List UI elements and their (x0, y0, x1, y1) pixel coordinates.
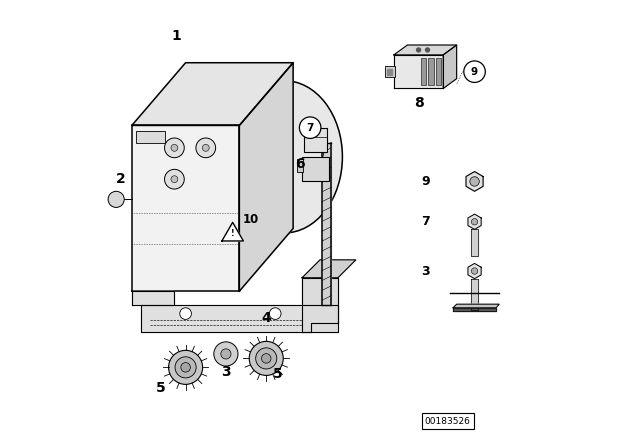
Circle shape (180, 308, 191, 319)
Circle shape (425, 47, 430, 53)
Polygon shape (468, 263, 481, 279)
Polygon shape (323, 143, 332, 305)
Polygon shape (468, 214, 481, 229)
Circle shape (164, 138, 184, 158)
Polygon shape (453, 304, 499, 308)
Polygon shape (132, 125, 239, 291)
Text: 3: 3 (221, 365, 231, 379)
Circle shape (171, 144, 178, 151)
Text: 9: 9 (471, 67, 478, 77)
Polygon shape (387, 69, 392, 75)
Text: 7: 7 (307, 123, 314, 133)
Text: 6: 6 (295, 156, 305, 171)
Bar (421, 59, 426, 85)
Polygon shape (302, 260, 356, 278)
Polygon shape (466, 172, 483, 191)
Bar (385, 66, 395, 77)
Circle shape (221, 349, 231, 359)
Circle shape (108, 191, 124, 207)
Polygon shape (222, 222, 243, 241)
Bar (436, 59, 442, 85)
Circle shape (164, 169, 184, 189)
Text: 2: 2 (116, 172, 125, 186)
Bar (297, 159, 303, 172)
Polygon shape (394, 45, 457, 55)
Polygon shape (239, 63, 293, 291)
Polygon shape (302, 278, 338, 332)
Bar (302, 157, 329, 181)
Text: 4: 4 (261, 311, 271, 325)
Circle shape (171, 176, 178, 183)
Circle shape (214, 342, 238, 366)
Circle shape (202, 144, 209, 151)
Polygon shape (472, 279, 477, 310)
Circle shape (196, 138, 216, 158)
Bar (136, 131, 166, 143)
Text: 9: 9 (421, 175, 430, 188)
Text: 7: 7 (421, 215, 430, 228)
Polygon shape (394, 55, 443, 89)
Circle shape (269, 308, 281, 319)
Bar (428, 59, 434, 85)
Text: 5: 5 (273, 367, 282, 381)
Text: 8: 8 (413, 96, 424, 110)
Bar (305, 128, 327, 152)
Text: 1: 1 (172, 29, 182, 43)
Circle shape (249, 341, 284, 375)
Circle shape (256, 348, 276, 369)
Circle shape (262, 353, 271, 363)
Polygon shape (453, 308, 496, 311)
Circle shape (470, 177, 479, 186)
Text: 10: 10 (243, 213, 259, 226)
Circle shape (300, 117, 321, 138)
Circle shape (168, 350, 203, 384)
Polygon shape (132, 291, 174, 305)
Ellipse shape (226, 81, 342, 233)
Text: 00183526: 00183526 (425, 417, 470, 426)
Circle shape (472, 268, 477, 274)
Text: 3: 3 (421, 264, 430, 278)
Circle shape (464, 61, 485, 82)
Polygon shape (443, 45, 457, 89)
Circle shape (416, 47, 421, 53)
Text: !: ! (231, 229, 234, 238)
Circle shape (472, 219, 477, 225)
Polygon shape (132, 63, 293, 125)
Circle shape (181, 362, 190, 372)
Polygon shape (472, 229, 477, 256)
Polygon shape (141, 305, 338, 332)
Circle shape (175, 357, 196, 378)
Text: 5: 5 (156, 380, 166, 395)
